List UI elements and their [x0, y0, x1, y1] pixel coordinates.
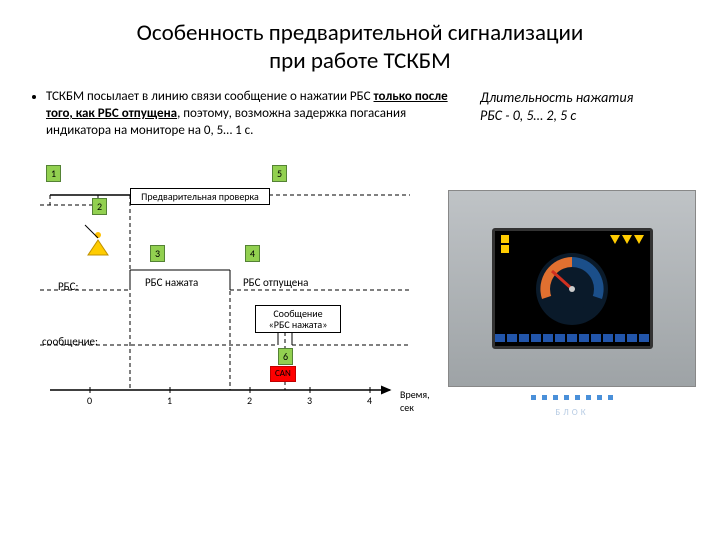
button-row — [449, 395, 695, 400]
duration-note: Длительность нажатия РБС - 0, 5… 2, 5 с — [480, 89, 690, 140]
label-rbs-released: РБС отпущена — [243, 276, 308, 289]
tick-1: 1 — [167, 394, 172, 407]
device-photo: БЛОК — [448, 190, 696, 387]
box-can: CAN — [270, 366, 296, 382]
box-4: 4 — [245, 245, 260, 262]
box-3: 3 — [150, 245, 165, 262]
box-2: 2 — [92, 198, 107, 215]
tick-3: 3 — [307, 394, 312, 407]
tick-0: 0 — [87, 394, 92, 407]
label-message: сообщение: — [42, 335, 98, 348]
device-screen — [492, 228, 653, 349]
box-6: 6 — [278, 348, 293, 365]
speed-gauge-icon — [534, 251, 610, 327]
timing-diagram: 1 2 Предварительная проверка 5 3 4 Сообщ… — [30, 150, 430, 410]
box-1: 1 — [46, 165, 61, 182]
bullet-text: ТСКБМ посылает в линию связи сообщение о… — [30, 89, 470, 140]
tick-2: 2 — [247, 394, 252, 407]
box-5: 5 — [272, 165, 287, 182]
page-title: Особенность предварительной сигнализации… — [30, 20, 690, 75]
device-label: БЛОК — [555, 407, 588, 418]
tick-4: 4 — [367, 394, 372, 407]
box-precheck: Предварительная проверка — [130, 188, 270, 205]
label-rbs-pressed: РБС нажата — [145, 276, 198, 289]
label-rbs: РБС: — [58, 280, 78, 293]
x-axis-label: Время, сек — [400, 388, 430, 414]
box-msg: Сообщение «РБС нажата» — [255, 305, 341, 333]
